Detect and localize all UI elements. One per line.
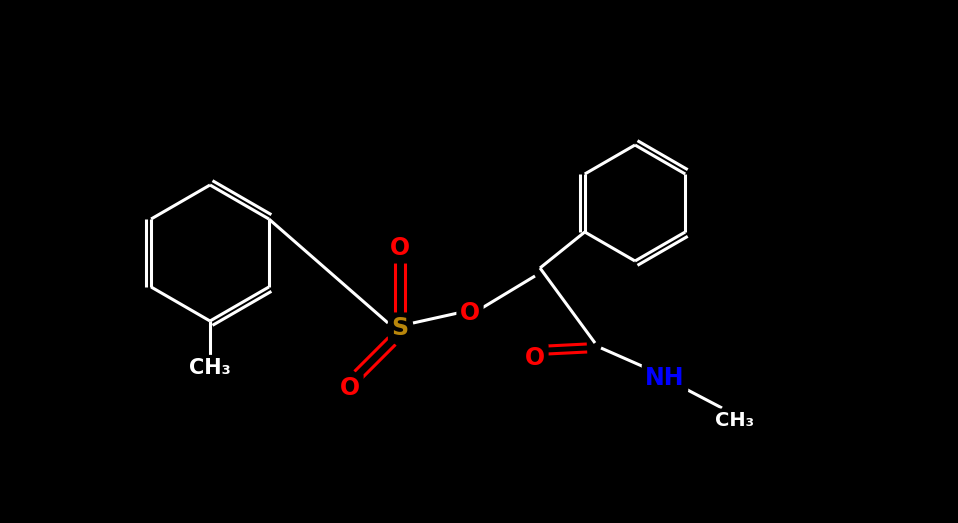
Text: CH₃: CH₃ — [189, 358, 231, 378]
Text: S: S — [392, 316, 408, 340]
Text: CH₃: CH₃ — [716, 412, 755, 430]
Text: O: O — [340, 376, 360, 400]
Text: O: O — [525, 346, 545, 370]
Text: O: O — [390, 236, 410, 260]
Text: NH: NH — [646, 366, 685, 390]
Text: O: O — [460, 301, 480, 325]
